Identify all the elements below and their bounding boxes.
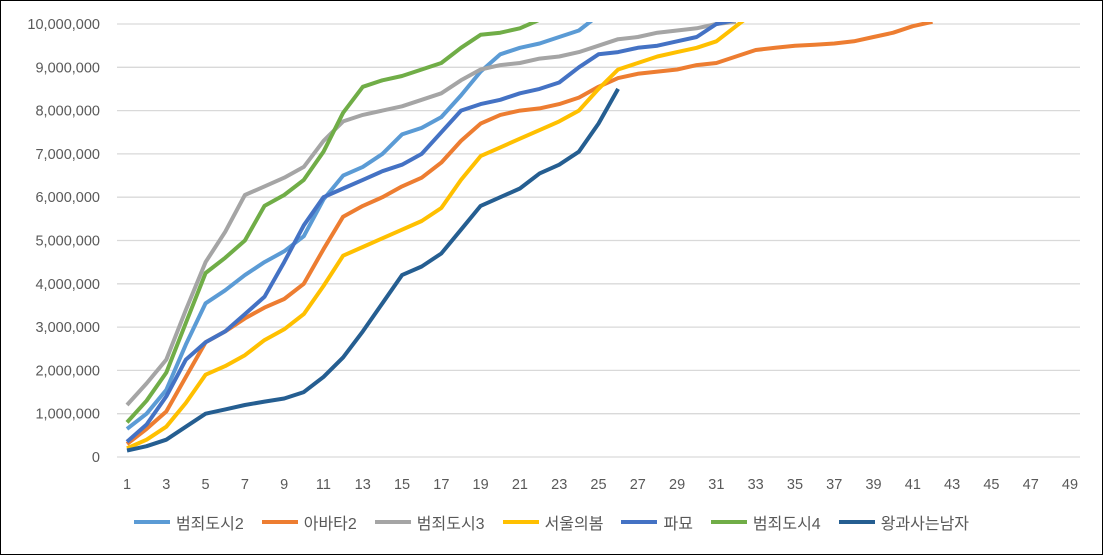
y-tick-label: 9,000,000 [35, 60, 100, 76]
x-tick-label: 41 [905, 477, 921, 493]
legend-item: 서울의봄 [502, 510, 604, 534]
x-tick-label: 37 [826, 477, 842, 493]
legend-label: 아바타2 [303, 516, 357, 533]
series-line-1 [125, 22, 594, 431]
legend-label: 서울의봄 [544, 516, 604, 533]
series-line-3 [125, 22, 737, 407]
x-tick-label: 25 [590, 477, 606, 493]
x-tick-label: 35 [787, 477, 803, 493]
series-line-6 [125, 22, 540, 424]
legend-label: 범죄도시2 [175, 516, 244, 533]
legend-swatch [838, 520, 875, 524]
legend-label: 파묘 [663, 516, 693, 533]
x-tick-label: 49 [1062, 477, 1078, 493]
legend-label: 범죄도시4 [752, 516, 821, 533]
legend-item: 아바타2 [261, 510, 357, 534]
legend-swatch [261, 520, 298, 524]
x-tick-label: 45 [983, 477, 999, 493]
legend-swatch [374, 520, 411, 524]
series-line-7 [126, 87, 620, 453]
x-tick-label: 15 [394, 477, 410, 493]
series-line-2 [125, 22, 933, 446]
y-tick-label: 5,000,000 [35, 234, 100, 250]
x-tick-label: 33 [748, 477, 764, 493]
x-tick-label: 3 [162, 477, 170, 493]
x-tick-label: 43 [944, 477, 960, 493]
legend-item: 파묘 [621, 510, 693, 534]
legend-item: 왕과사는남자 [838, 510, 970, 534]
y-tick-label: 1,000,000 [35, 407, 100, 423]
legend-label: 범죄도시3 [416, 516, 485, 533]
series-line-5 [125, 22, 735, 444]
x-tick-label: 13 [355, 477, 371, 493]
y-tick-label: 0 [92, 450, 100, 466]
y-tick-label: 10,000,000 [27, 17, 100, 33]
legend-swatch [710, 520, 747, 524]
x-tick-label: 17 [433, 477, 449, 493]
y-tick-label: 4,000,000 [35, 277, 100, 293]
legend-item: 범죄도시2 [133, 510, 244, 534]
y-tick-label: 8,000,000 [35, 104, 100, 120]
y-tick-label: 3,000,000 [35, 320, 100, 336]
series-line-4 [126, 22, 745, 451]
x-tick-label: 11 [316, 477, 331, 493]
x-tick-label: 7 [241, 477, 249, 493]
x-tick-label: 19 [473, 477, 489, 493]
y-tick-label: 7,000,000 [35, 147, 100, 163]
y-tick-label: 2,000,000 [35, 363, 100, 379]
x-tick-label: 9 [280, 477, 288, 493]
legend-item: 범죄도시4 [710, 510, 821, 534]
legend-item: 범죄도시3 [374, 510, 485, 534]
x-tick-label: 47 [1023, 477, 1039, 493]
x-tick-label: 27 [630, 477, 646, 493]
x-tick-label: 23 [551, 477, 567, 493]
legend-swatch [621, 520, 658, 524]
x-tick-label: 1 [123, 477, 131, 493]
legend-swatch [133, 520, 170, 524]
legend-label: 왕과사는남자 [880, 516, 970, 533]
x-tick-label: 21 [512, 477, 528, 493]
legend-swatch [502, 520, 539, 524]
legend: 범죄도시2 아바타2 범죄도시3 서울의봄 파묘 범죄도시4 왕과사는남자 [0, 510, 1103, 534]
x-tick-label: 5 [202, 477, 210, 493]
y-tick-label: 6,000,000 [35, 190, 100, 206]
x-tick-label: 29 [669, 477, 685, 493]
x-tick-label: 39 [865, 477, 881, 493]
x-tick-label: 31 [708, 477, 724, 493]
